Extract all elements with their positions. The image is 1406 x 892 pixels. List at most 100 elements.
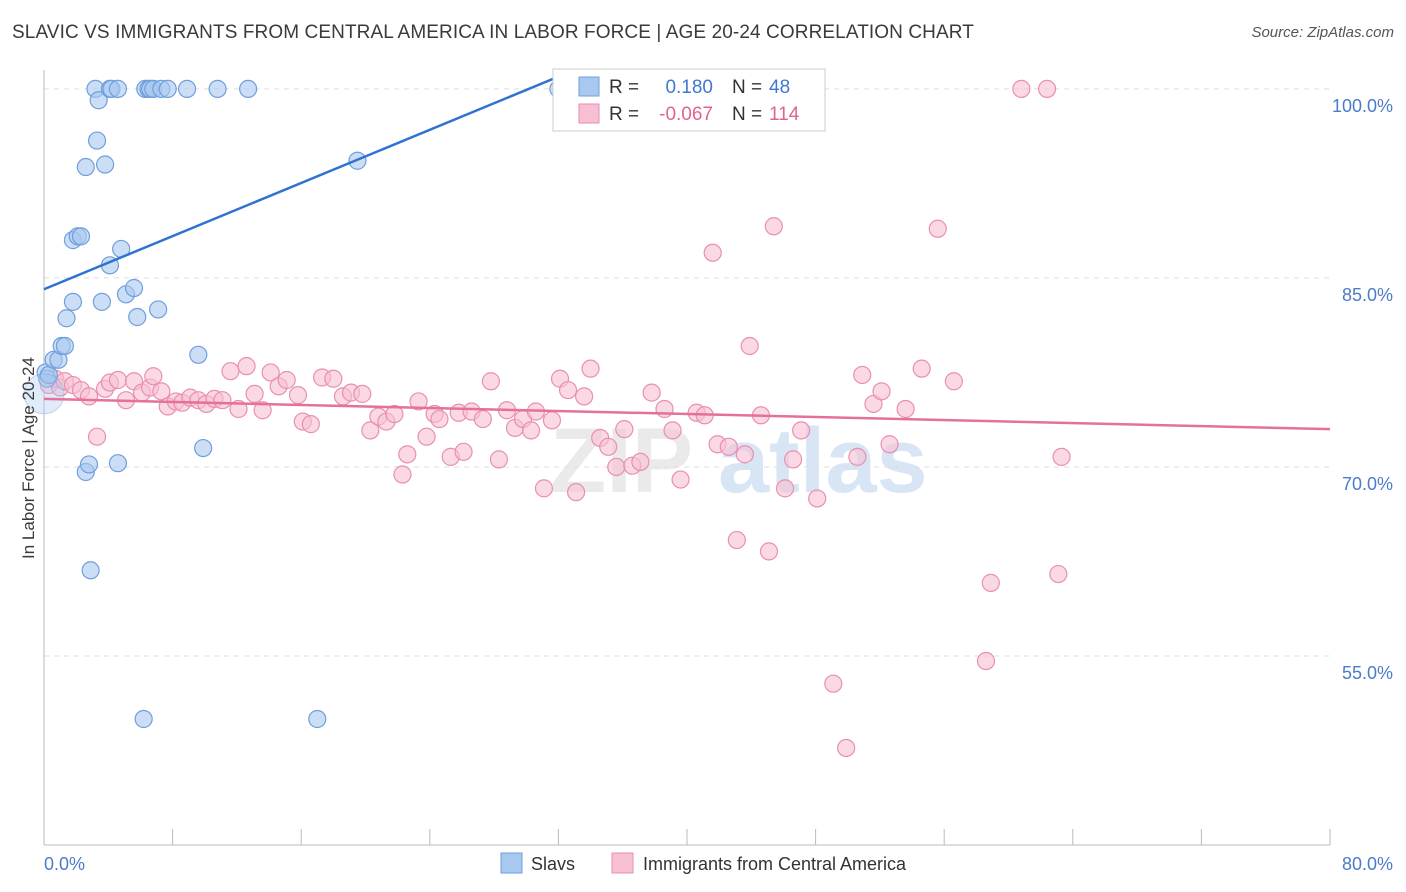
immigrants-point <box>1049 564 1068 584</box>
immigrants-point <box>108 370 128 390</box>
stats-swatch-immigrants <box>578 103 600 124</box>
immigrants-point <box>566 483 586 502</box>
immigrants-point <box>808 489 827 508</box>
immigrants-point <box>896 399 915 419</box>
slavs-point <box>81 561 100 580</box>
immigrants-point <box>599 437 618 456</box>
immigrants-point <box>783 450 803 469</box>
slavs-point <box>108 79 128 99</box>
x-tick-labels: 0.0% 80.0% <box>44 854 1393 874</box>
immigrants-point <box>880 435 899 454</box>
immigrants-point <box>1052 447 1071 466</box>
series-slavs <box>23 79 568 729</box>
immigrants-point <box>792 421 811 440</box>
y-axis-label: In Labor Force | Age 20-24 <box>19 357 38 559</box>
immigrants-point <box>848 447 867 466</box>
immigrants-point <box>288 386 308 405</box>
immigrants-point <box>976 651 996 671</box>
immigrants-point <box>581 359 600 378</box>
immigrants-point <box>430 409 449 429</box>
immigrants-point <box>631 452 650 472</box>
y-tick-labels: 55.0% 70.0% 85.0% 100.0% <box>1332 96 1393 683</box>
y-tick-label: 100.0% <box>1332 96 1393 116</box>
slavs-point <box>239 79 258 99</box>
slavs-point <box>57 309 76 328</box>
immigrants-point <box>764 217 783 236</box>
immigrants-point <box>277 370 296 390</box>
stats-legend: R = 0.180 N = 48 R = -0.067 N = 114 <box>552 68 826 132</box>
immigrants-point <box>1037 79 1057 99</box>
immigrants-point <box>575 387 594 406</box>
immigrants-point <box>253 401 272 420</box>
immigrants-point <box>409 392 428 411</box>
immigrants-point <box>663 421 682 440</box>
immigrants-point <box>607 457 626 477</box>
slavs-point <box>177 79 197 99</box>
immigrants-point <box>981 573 1000 592</box>
immigrants-point <box>1012 79 1031 99</box>
immigrants-point <box>558 380 578 400</box>
stats-n-value-immigrants: 114 <box>769 104 800 125</box>
slavs-point <box>134 709 153 729</box>
y-tick-label: 70.0% <box>1342 474 1393 494</box>
stats-r-label-immigrants: R = <box>609 104 639 125</box>
immigrants-point <box>775 479 795 498</box>
immigrants-point <box>221 362 240 381</box>
legend-swatch-immigrants <box>611 852 634 874</box>
x-tick-label: 80.0% <box>1342 854 1393 874</box>
slavs-point <box>158 79 177 99</box>
immigrants-point <box>872 382 891 401</box>
immigrants-trend-line <box>43 397 1331 431</box>
immigrants-point <box>417 427 436 446</box>
immigrants-point <box>655 399 674 419</box>
chart-title: SLAVIC VS IMMIGRANTS FROM CENTRAL AMERIC… <box>12 22 974 43</box>
chart-source: Source: ZipAtlas.com <box>1251 24 1394 41</box>
immigrants-point <box>481 372 500 391</box>
slavs-point <box>79 455 99 474</box>
immigrants-point <box>542 411 562 430</box>
immigrants-point <box>521 421 541 440</box>
slavs-point <box>308 709 327 729</box>
stats-n-value-slavs: 48 <box>769 77 790 98</box>
slavs-point <box>87 131 107 150</box>
immigrants-point <box>759 542 779 561</box>
slavs-point <box>95 155 115 174</box>
immigrants-point <box>393 465 412 484</box>
series-immigrants-central-america <box>39 79 1071 758</box>
immigrants-point <box>237 357 256 376</box>
immigrants-point <box>261 363 280 382</box>
slavs-point <box>92 292 111 311</box>
immigrants-point <box>79 387 99 406</box>
immigrants-point <box>740 336 759 356</box>
immigrants-point <box>615 420 634 439</box>
slavs-point <box>89 91 108 110</box>
immigrants-point <box>642 383 661 402</box>
slavs-point <box>108 454 128 473</box>
y-tick-label: 85.0% <box>1342 285 1393 305</box>
slavs-point <box>189 345 208 364</box>
slavs-point <box>71 227 91 246</box>
immigrants-point <box>853 365 872 385</box>
legend-label-slavs: Slavs <box>531 854 575 874</box>
immigrants-point <box>837 738 856 758</box>
slavs-point <box>128 307 147 327</box>
slavs-point <box>194 438 213 458</box>
slavs-point <box>208 79 227 99</box>
slavs-point <box>55 336 74 356</box>
immigrants-point <box>912 359 931 378</box>
trend-lines <box>43 68 1331 431</box>
immigrants-point <box>473 409 492 429</box>
immigrants-point <box>361 421 380 440</box>
immigrants-point <box>144 367 163 386</box>
slavs-point <box>124 278 144 298</box>
legend-label-immigrants: Immigrants from Central America <box>643 854 907 874</box>
slavs-point <box>76 157 95 177</box>
immigrants-point <box>454 442 473 461</box>
immigrants-point <box>489 450 509 469</box>
immigrants-point <box>324 369 343 388</box>
immigrants-point <box>727 530 746 550</box>
immigrants-point <box>301 415 320 434</box>
bottom-legend: Slavs Immigrants from Central America <box>500 852 907 874</box>
axes <box>43 70 1331 846</box>
